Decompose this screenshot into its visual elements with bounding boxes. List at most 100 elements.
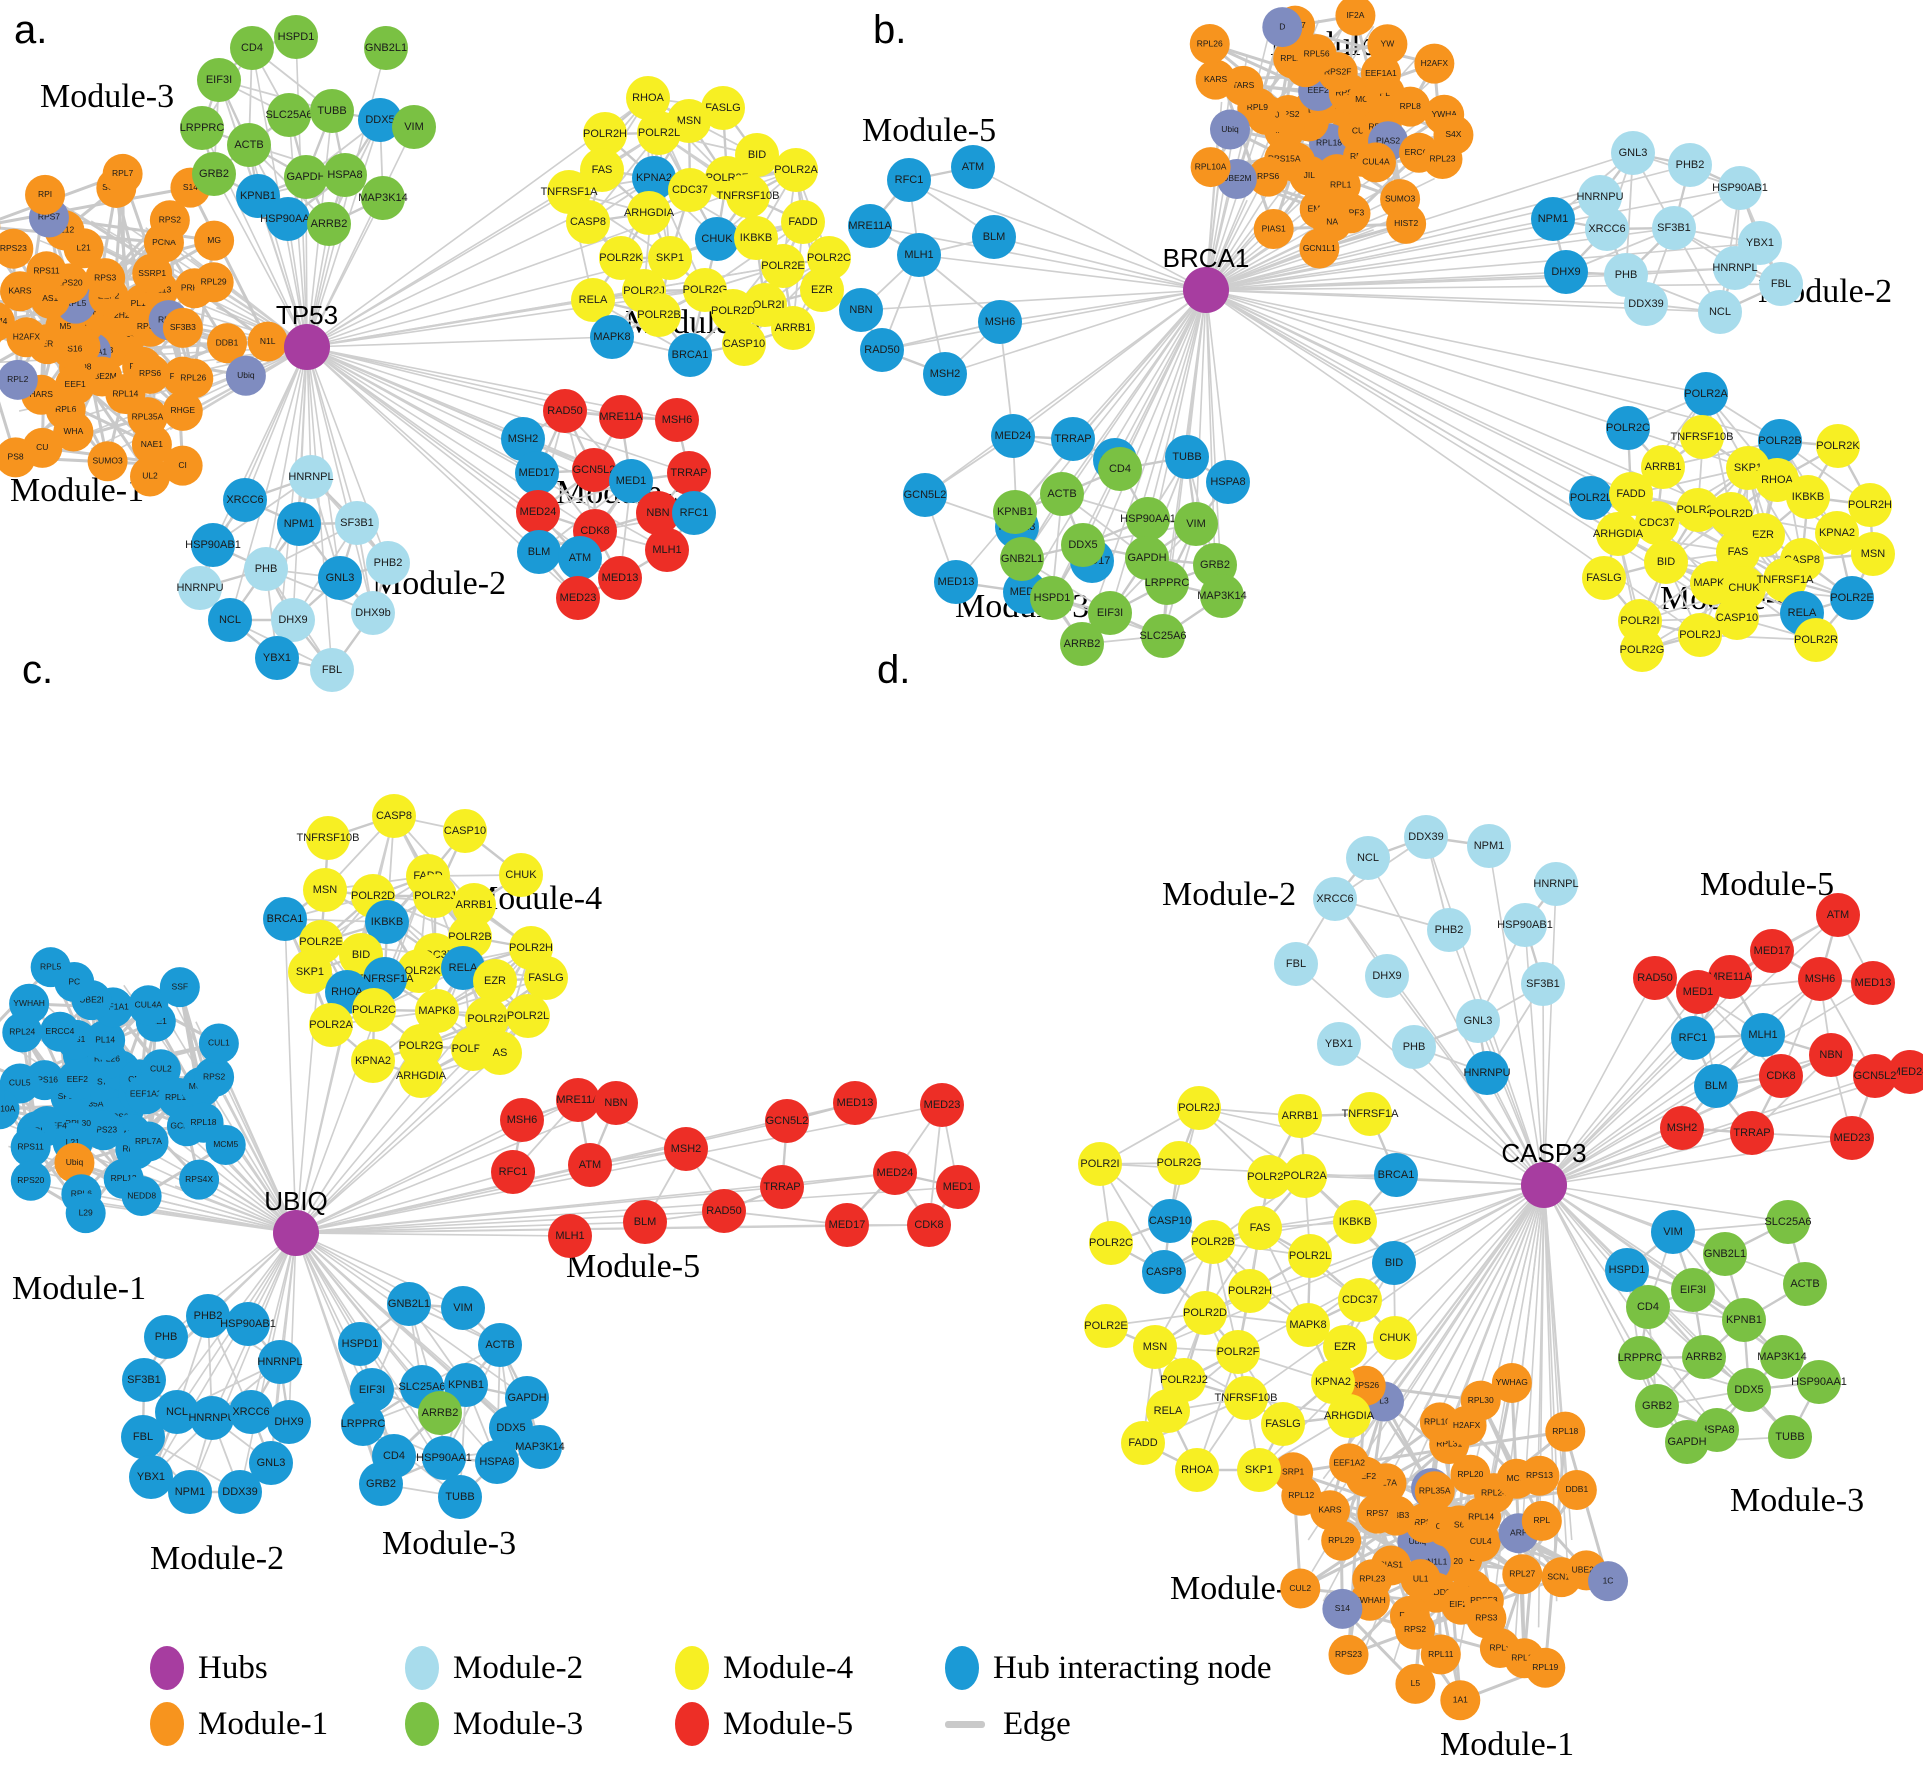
network-node[interactable]: CASP10: [1715, 596, 1759, 640]
network-node[interactable]: RAD50: [543, 389, 587, 433]
network-node[interactable]: KARS: [0, 271, 41, 312]
network-node[interactable]: MED13: [598, 556, 642, 600]
network-node[interactable]: POLR2H: [583, 112, 627, 156]
network-node[interactable]: MSH6: [500, 1098, 544, 1142]
network-node[interactable]: MLH1: [548, 1214, 592, 1258]
network-node[interactable]: POLR2B: [637, 293, 681, 337]
network-node[interactable]: MRE11A: [556, 1078, 600, 1122]
network-node[interactable]: GCN5L2: [1853, 1054, 1897, 1098]
network-node[interactable]: TNFRSF10B: [1215, 1376, 1278, 1420]
network-node[interactable]: LRPPRC: [180, 106, 225, 150]
network-node[interactable]: BRCA1: [668, 333, 712, 377]
network-node[interactable]: PHB2: [186, 1294, 230, 1338]
network-node[interactable]: TNFRSF10B: [297, 816, 360, 860]
network-node[interactable]: MAPK8: [415, 989, 459, 1033]
network-node[interactable]: RELA: [571, 278, 615, 322]
network-node[interactable]: MAP3K14: [1757, 1335, 1807, 1379]
network-node[interactable]: NPM1: [277, 502, 321, 546]
network-node[interactable]: CDC37: [1338, 1278, 1382, 1322]
network-node[interactable]: FBL: [310, 648, 354, 692]
network-node[interactable]: WHA: [53, 411, 94, 452]
network-node[interactable]: POLR2L: [637, 111, 681, 155]
network-node[interactable]: HSP90AA1: [416, 1436, 472, 1480]
network-node[interactable]: CD4: [1098, 447, 1142, 491]
network-node[interactable]: RHOA: [1175, 1448, 1219, 1492]
network-node[interactable]: HSP90AB1: [185, 523, 241, 567]
network-node[interactable]: 1C: [1588, 1561, 1629, 1602]
network-node[interactable]: SLC25A6: [1139, 614, 1187, 658]
network-node[interactable]: NCL: [1346, 836, 1390, 880]
network-node[interactable]: MSH2: [664, 1127, 708, 1171]
hub-node-casp3[interactable]: CASP3: [1501, 1138, 1587, 1208]
network-node[interactable]: GCN1L1: [1299, 228, 1340, 269]
network-node[interactable]: RPL: [1521, 1500, 1562, 1541]
network-node[interactable]: HSPA8: [475, 1440, 519, 1484]
network-node[interactable]: MED1: [1676, 970, 1720, 1014]
network-node[interactable]: FADD: [781, 200, 825, 244]
network-node[interactable]: POLR2J: [413, 874, 457, 918]
network-node[interactable]: CDC37: [668, 168, 712, 212]
network-node[interactable]: L29: [65, 1193, 106, 1234]
network-node[interactable]: RPL10A: [0, 1089, 20, 1130]
network-node[interactable]: GCN5L2: [765, 1099, 809, 1143]
network-node[interactable]: NBN: [1809, 1033, 1853, 1077]
network-node[interactable]: RPL26: [173, 358, 214, 399]
network-node[interactable]: NBN: [839, 288, 883, 332]
network-node[interactable]: RPL2: [0, 359, 38, 400]
network-node[interactable]: ARHGDIA: [624, 191, 675, 235]
network-node[interactable]: MED13: [934, 560, 978, 604]
network-node[interactable]: BLM: [623, 1200, 667, 1244]
network-node[interactable]: SF3B1: [1521, 962, 1565, 1006]
network-node[interactable]: HSP90AB1: [1712, 166, 1768, 210]
network-node[interactable]: FASLG: [1582, 556, 1626, 600]
network-node[interactable]: MED24: [1888, 1050, 1923, 1094]
network-node[interactable]: MSH2: [923, 352, 967, 396]
network-node[interactable]: L5: [1395, 1663, 1436, 1704]
network-node[interactable]: POLR2A: [774, 148, 818, 192]
network-node[interactable]: POLR2A: [1684, 372, 1728, 416]
network-node[interactable]: MLH1: [1741, 1013, 1785, 1057]
network-node[interactable]: POLR2J: [1177, 1086, 1221, 1130]
network-node[interactable]: LRPPRC: [341, 1402, 386, 1446]
network-node[interactable]: POLR2F: [1676, 488, 1720, 532]
network-node[interactable]: CUL4A: [128, 985, 169, 1026]
network-node[interactable]: POLR2F: [1216, 1330, 1260, 1374]
network-node[interactable]: DHX9b: [351, 591, 395, 635]
network-node[interactable]: RPL35A: [1414, 1471, 1455, 1512]
network-node[interactable]: POLR2L: [506, 994, 550, 1038]
network-node[interactable]: PIAS1: [1253, 209, 1294, 250]
network-node[interactable]: SLC25A6: [265, 93, 313, 137]
network-node[interactable]: IKBKB: [1333, 1200, 1377, 1244]
network-node[interactable]: FADD: [1121, 1421, 1165, 1465]
network-node[interactable]: ARHGDIA: [396, 1054, 447, 1098]
network-node[interactable]: PHB: [1392, 1025, 1436, 1069]
network-node[interactable]: SRP1: [1273, 1452, 1314, 1493]
network-node[interactable]: EIF3I: [1088, 591, 1132, 635]
network-node[interactable]: ARRB1: [452, 883, 496, 927]
network-node[interactable]: MED24: [873, 1151, 917, 1195]
network-node[interactable]: FBL: [1759, 262, 1803, 306]
network-node[interactable]: TRRAP: [760, 1165, 804, 1209]
network-node[interactable]: KPNB1: [444, 1363, 488, 1407]
network-node[interactable]: CASP8: [566, 200, 610, 244]
network-node[interactable]: VIM: [392, 105, 436, 149]
network-node[interactable]: TRRAP: [1730, 1111, 1774, 1155]
network-node[interactable]: RPS13: [1519, 1455, 1560, 1496]
network-node[interactable]: EIF3I: [1671, 1268, 1715, 1312]
network-node[interactable]: CD4: [1626, 1285, 1670, 1329]
network-node[interactable]: ATM: [1816, 893, 1860, 937]
network-node[interactable]: RPS6: [130, 353, 171, 394]
network-node[interactable]: BRCA1: [263, 897, 307, 941]
network-node[interactable]: SF3B1: [1652, 206, 1696, 250]
network-node[interactable]: FAS: [1716, 530, 1760, 574]
network-node[interactable]: GNL3: [1456, 999, 1500, 1043]
network-node[interactable]: ARHGDIA: [1593, 512, 1644, 556]
network-node[interactable]: POLR2B: [1191, 1220, 1235, 1264]
network-node[interactable]: POLR2E: [1084, 1304, 1128, 1348]
network-node[interactable]: MED17: [825, 1203, 869, 1247]
network-node[interactable]: BLM: [517, 530, 561, 574]
network-node[interactable]: MSH6: [978, 300, 1022, 344]
network-node[interactable]: RPL56: [1296, 34, 1337, 75]
network-node[interactable]: CHUK: [695, 217, 739, 261]
network-node[interactable]: MSH2: [501, 417, 545, 461]
